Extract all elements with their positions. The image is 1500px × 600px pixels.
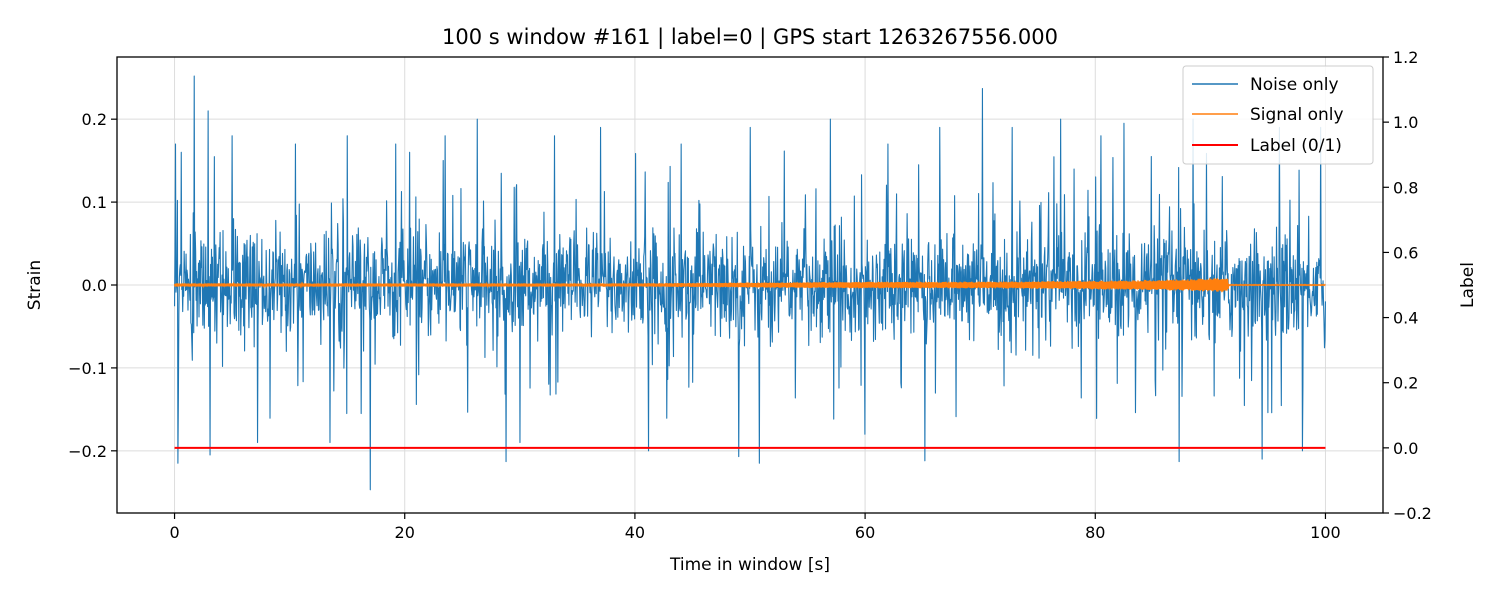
y-tick-label-4: 0.2: [82, 110, 107, 129]
y2-tick-label-1: 0.0: [1393, 439, 1418, 458]
x-tick-label-2: 40: [625, 523, 645, 542]
series-signal-only: [173, 278, 1326, 293]
y2-tick-label-3: 0.4: [1393, 309, 1418, 328]
x-tick-label-4: 80: [1085, 523, 1105, 542]
legend: Noise only Signal only Label (0/1): [1182, 65, 1374, 165]
x-tick-label-5: 100: [1310, 523, 1341, 542]
y2-tick-label-7: 1.2: [1393, 48, 1418, 67]
chart-title: 100 s window #161 | label=0 | GPS start …: [442, 25, 1058, 50]
signal-line: [173, 278, 1326, 293]
x-tick-label-1: 20: [395, 523, 415, 542]
x-tick-label-3: 60: [855, 523, 875, 542]
y-tick-label-0: −0.2: [68, 442, 107, 461]
x-axis-ticks: 0 20 40 60 80 100: [169, 513, 1341, 542]
y-tick-label-1: −0.1: [68, 359, 107, 378]
series-noise-only: [174, 75, 1326, 491]
x-axis-label: Time in window [s]: [669, 555, 830, 575]
y2-tick-label-5: 0.8: [1393, 178, 1418, 197]
x-tick-label-0: 0: [169, 523, 179, 542]
legend-label-label: Label (0/1): [1250, 136, 1342, 156]
y2-tick-label-2: 0.2: [1393, 374, 1418, 393]
legend-box: [1182, 65, 1374, 165]
y2-axis-label: Label: [1458, 262, 1478, 308]
legend-label-noise: Noise only: [1250, 75, 1339, 95]
legend-label-signal: Signal only: [1250, 105, 1344, 125]
y-axis-ticks: −0.2 −0.1 0.0 0.1 0.2: [68, 110, 117, 461]
y-tick-label-3: 0.1: [82, 193, 107, 212]
noise-line: [174, 75, 1326, 491]
y2-tick-label-4: 0.6: [1393, 243, 1418, 262]
y-tick-label-2: 0.0: [82, 276, 107, 295]
y-axis-label: Strain: [25, 260, 45, 310]
y2-tick-label-0: −0.2: [1393, 504, 1432, 523]
y2-axis-ticks: −0.2 0.0 0.2 0.4 0.6 0.8 1.0 1.2: [1383, 48, 1432, 523]
y2-tick-label-6: 1.0: [1393, 113, 1418, 132]
